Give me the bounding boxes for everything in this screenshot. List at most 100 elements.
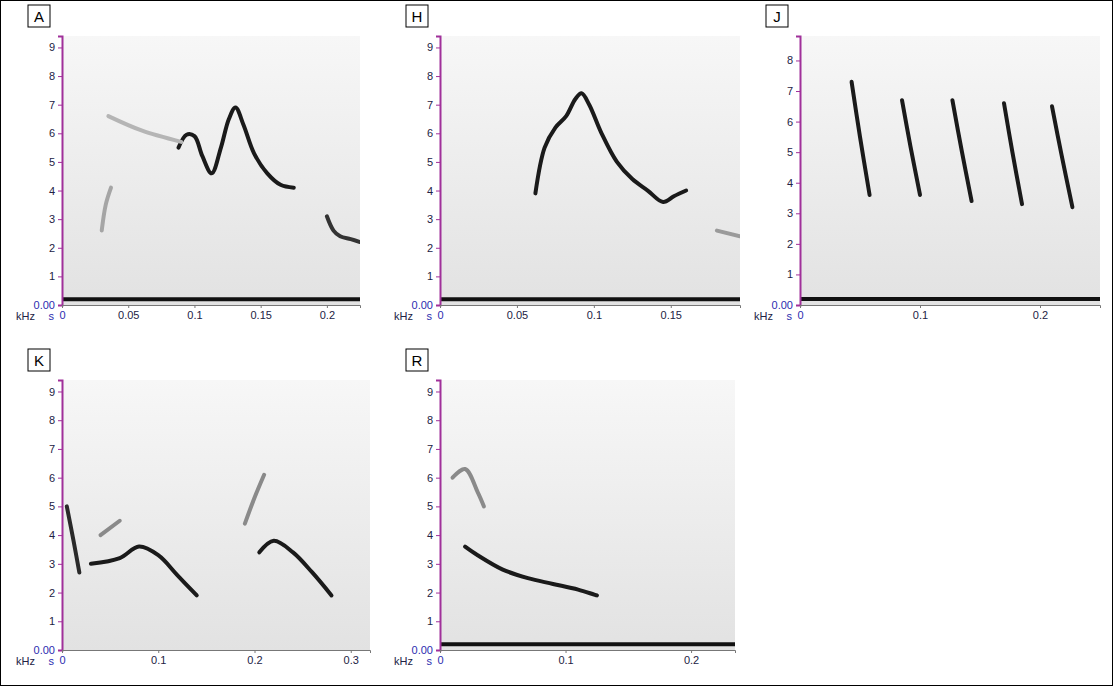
y-tick: 9: [427, 386, 440, 398]
y-tick-mark: [436, 621, 440, 622]
y-tick: 6: [49, 127, 62, 139]
y-axis-title: kHz: [16, 655, 35, 667]
y-tick-label: 4: [49, 529, 55, 541]
x-tick: 0.2: [320, 305, 335, 321]
x-tick: 0.2: [1033, 305, 1048, 321]
y-tick: 2: [427, 587, 440, 599]
y-tick-mark: [58, 593, 62, 594]
x-tick: 0.3: [344, 650, 359, 666]
y-tick-mark: [436, 219, 440, 220]
y-tick-label: 1: [787, 268, 793, 280]
x-axis: 00.10.2: [437, 650, 735, 666]
y-tick: 2: [787, 238, 800, 250]
y-tick: 4: [787, 177, 800, 189]
x-tick-mark: [194, 305, 195, 308]
traces: [440, 469, 735, 644]
y-tick: 9: [49, 386, 62, 398]
x-axis-title: s: [49, 310, 55, 322]
trace: [535, 93, 686, 202]
trace: [902, 100, 920, 195]
trace: [800, 297, 1100, 301]
y-tick-mark: [58, 76, 62, 77]
trace: [327, 216, 360, 242]
y-tick-mark: [58, 133, 62, 134]
x-tick: 0: [437, 650, 443, 666]
y-tick-label: 3: [49, 558, 55, 570]
x-tick-label: 0.15: [661, 309, 682, 321]
y-tick-label: 3: [787, 207, 793, 219]
y-tick: 8: [49, 414, 62, 426]
y-tick: 3: [49, 213, 62, 225]
y-axis: 0.0012345678: [772, 37, 801, 312]
y-tick-mark: [436, 593, 440, 594]
panel-letter-box: [28, 5, 50, 27]
trace: [245, 475, 264, 524]
y-tick-label: 5: [49, 156, 55, 168]
plot-background: [62, 36, 360, 305]
y-tick-label: 2: [427, 242, 433, 254]
y-tick-label: 6: [427, 472, 433, 484]
x-tick-mark: [566, 650, 567, 653]
x-tick-mark: [158, 650, 159, 653]
plot-background: [800, 36, 1100, 305]
y-tick-mark: [796, 305, 800, 306]
y-tick-mark: [436, 420, 440, 421]
y-tick-label: 9: [427, 386, 433, 398]
x-axis: 00.10.20.3: [59, 650, 370, 666]
y-axis-title: kHz: [754, 310, 773, 322]
trace: [1004, 103, 1022, 204]
panel-letter-box: [28, 349, 50, 371]
panel: 0.0012345678900.10.2skHzR: [394, 349, 736, 667]
panel-letter: K: [34, 352, 44, 369]
x-axis: 00.050.10.15: [437, 305, 740, 321]
x-tick: 0.2: [684, 650, 699, 666]
x-tick-mark: [128, 305, 129, 308]
y-tick-label: 6: [427, 127, 433, 139]
x-tick-label: 0: [59, 654, 65, 666]
y-tick-mark: [796, 91, 800, 92]
y-tick: 7: [49, 443, 62, 455]
x-tick-mark: [800, 305, 801, 308]
x-tick-label: 0.2: [1033, 309, 1048, 321]
y-tick-label: 9: [49, 386, 55, 398]
y-tick: 1: [427, 615, 440, 627]
y-tick-label: 7: [49, 99, 55, 111]
y-tick-label: 4: [787, 177, 793, 189]
traces: [800, 82, 1100, 299]
y-tick-label: 8: [427, 70, 433, 82]
plot-background: [62, 380, 370, 650]
y-axis: 0.00123456789: [34, 381, 63, 657]
x-tick-mark: [517, 305, 518, 308]
y-tick-mark: [796, 244, 800, 245]
x-tick: 0.1: [913, 305, 928, 321]
x-tick: 0.2: [247, 650, 262, 666]
x-tick-mark: [440, 305, 441, 308]
y-tick-mark: [796, 152, 800, 153]
y-tick: 2: [49, 587, 62, 599]
y-tick: 9: [49, 41, 62, 53]
y-tick-label: 3: [427, 558, 433, 570]
y-tick-label: 6: [49, 472, 55, 484]
y-tick-label: 6: [49, 127, 55, 139]
y-tick-mark: [58, 105, 62, 106]
y-tick: 1: [49, 615, 62, 627]
trace: [1052, 106, 1072, 207]
y-tick-mark: [58, 650, 62, 651]
trace: [101, 521, 120, 535]
y-tick: 8: [49, 70, 62, 82]
x-tick-label: 0: [797, 309, 803, 321]
y-tick: 2: [427, 242, 440, 254]
panel-letter: H: [412, 8, 423, 25]
panel-letter: R: [412, 352, 423, 369]
x-axis-title: s: [427, 655, 433, 667]
y-tick: 6: [787, 116, 800, 128]
x-tick-label: 0.1: [587, 309, 602, 321]
panel: 0.0012345678900.10.20.3skHzK: [16, 349, 371, 667]
x-tick-label: 0.2: [684, 654, 699, 666]
y-tick-mark: [58, 621, 62, 622]
y-tick: 3: [787, 207, 800, 219]
y-axis: 0.00123456789: [34, 37, 63, 312]
y-axis-line: [796, 37, 801, 306]
y-tick-mark: [436, 305, 440, 306]
y-tick-label: 3: [427, 213, 433, 225]
